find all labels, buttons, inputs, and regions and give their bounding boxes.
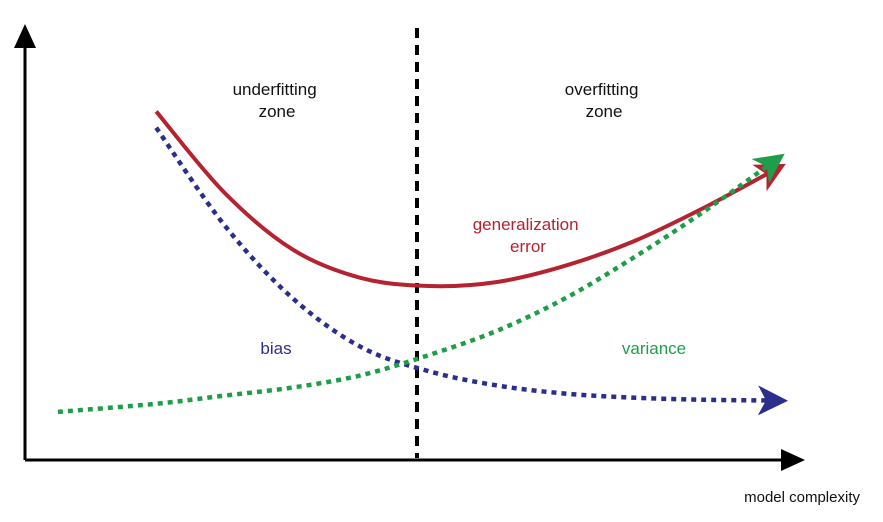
bias-label-text: bias	[260, 339, 291, 358]
bias-arrow-icon	[757, 385, 788, 416]
generalization-error-label-line-2: error	[510, 237, 546, 256]
series-layer	[57, 110, 788, 416]
generalization-error-label-line-1: generalization	[473, 215, 579, 234]
underfitting-zone-line-2: zone	[259, 102, 296, 121]
overfitting-zone-line-2: zone	[586, 102, 623, 121]
variance-line	[57, 162, 772, 415]
bias-label: bias	[260, 339, 291, 358]
overfitting-zone-label: overfitting zone	[565, 80, 643, 121]
x-axis-label: model complexity	[744, 489, 860, 506]
variance-label: variance	[622, 339, 686, 358]
generalization-error-label: generalization error	[473, 215, 584, 256]
underfitting-zone-line-1: underfitting	[233, 80, 317, 99]
underfitting-zone-label: underfitting zone	[233, 80, 322, 121]
generalization-error-line	[154, 110, 771, 289]
bias-line	[154, 126, 771, 403]
variance-arrow-icon	[751, 153, 785, 184]
variance-label-text: variance	[622, 339, 686, 358]
overfitting-zone-line-1: overfitting	[565, 80, 639, 99]
y-axis-arrow-icon	[14, 24, 36, 48]
x-axis-arrow-icon	[781, 449, 805, 471]
